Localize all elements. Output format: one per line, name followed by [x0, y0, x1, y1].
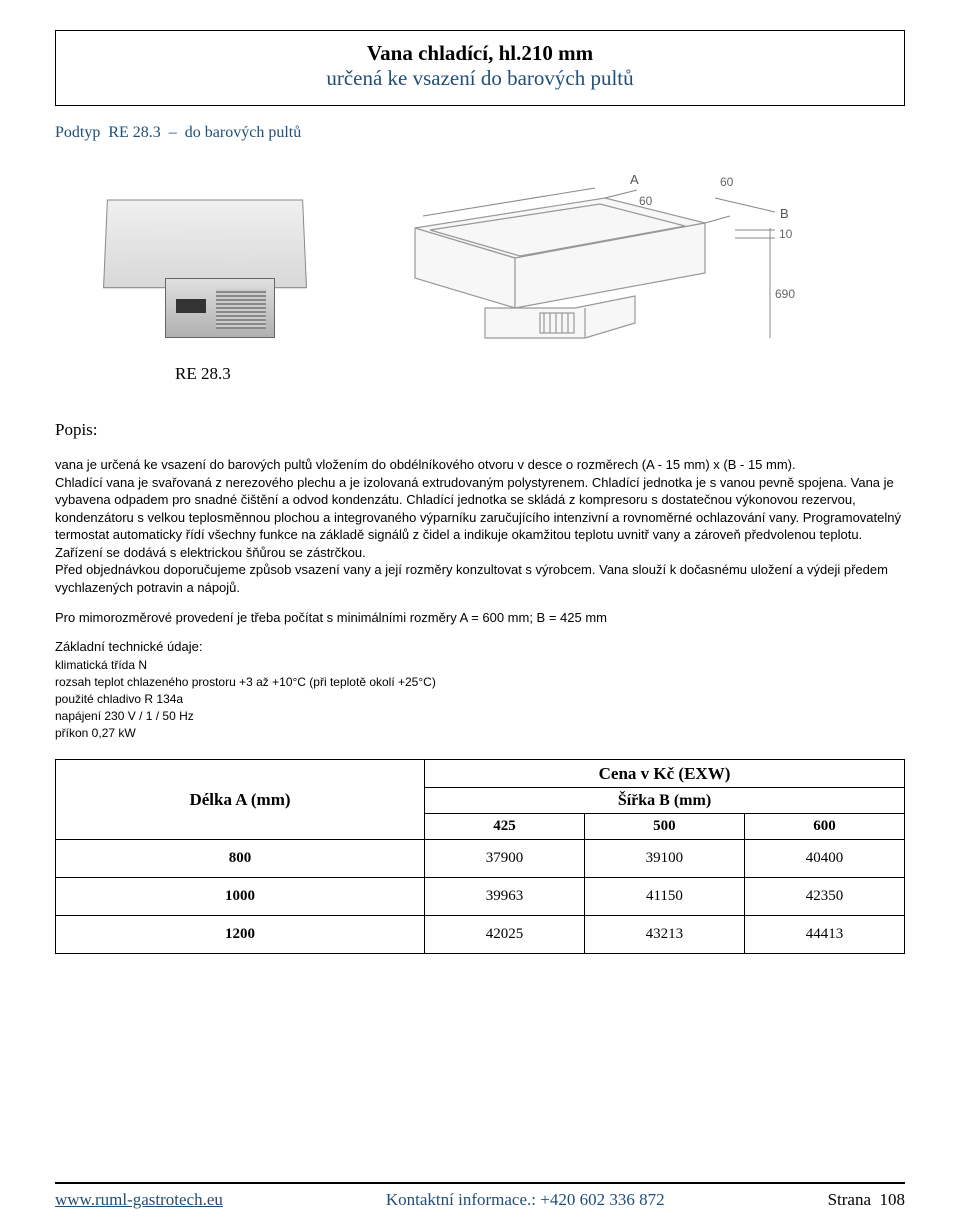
- tech-item: napájení 230 V / 1 / 50 Hz: [55, 708, 905, 725]
- row-length: 800: [56, 840, 425, 878]
- tech-item: rozsah teplot chlazeného prostoru +3 až …: [55, 674, 905, 691]
- dim-10: 10: [779, 227, 793, 241]
- description-text: vana je určená ke vsazení do barových pu…: [55, 456, 905, 596]
- row-price: 42350: [744, 878, 904, 916]
- subtype-prefix: Podtyp: [55, 124, 100, 141]
- dim-label-b: B: [780, 206, 789, 221]
- dim-label-a: A: [630, 172, 639, 187]
- tech-list: klimatická třída N rozsah teplot chlazen…: [55, 657, 905, 741]
- footer-page: Strana 108: [828, 1190, 905, 1210]
- row-length: 1200: [56, 916, 425, 954]
- th-width: Šířka B (mm): [425, 788, 905, 814]
- th-price: Cena v Kč (EXW): [425, 760, 905, 788]
- footer-page-num: 108: [880, 1190, 906, 1209]
- note-line: Pro mimorozměrové provedení je třeba poč…: [55, 610, 905, 625]
- row-price: 42025: [425, 916, 585, 954]
- product-photo: [95, 188, 315, 348]
- tech-header: Základní technické údaje:: [55, 639, 905, 654]
- product-drawing: A 60 60 B 10 690: [375, 168, 795, 348]
- price-table: Délka A (mm) Cena v Kč (EXW) Šířka B (mm…: [55, 759, 905, 954]
- th-col-1: 500: [584, 814, 744, 840]
- tech-item: příkon 0,27 kW: [55, 725, 905, 742]
- subtype-line: Podtyp RE 28.3 – do barových pultů: [55, 124, 905, 142]
- tech-item: klimatická třída N: [55, 657, 905, 674]
- model-label: RE 28.3: [175, 364, 905, 384]
- row-price: 43213: [584, 916, 744, 954]
- title-line1: Vana chladící, hl.210 mm: [56, 41, 904, 66]
- dim-690: 690: [775, 287, 795, 301]
- row-price: 39963: [425, 878, 585, 916]
- footer: www.ruml-gastrotech.eu Kontaktní informa…: [55, 1182, 905, 1210]
- footer-url[interactable]: www.ruml-gastrotech.eu: [55, 1190, 223, 1210]
- description-body: vana je určená ke vsazení do barových pu…: [55, 457, 901, 595]
- tech-item: použité chladivo R 134a: [55, 691, 905, 708]
- row-price: 44413: [744, 916, 904, 954]
- row-price: 40400: [744, 840, 904, 878]
- section-popis-label: Popis:: [55, 420, 905, 440]
- footer-contact: Kontaktní informace.: +420 602 336 872: [386, 1190, 665, 1210]
- images-row: A 60 60 B 10 690: [55, 168, 905, 348]
- th-col-0: 425: [425, 814, 585, 840]
- subtype-code: RE 28.3: [108, 124, 160, 141]
- row-price: 37900: [425, 840, 585, 878]
- row-price: 41150: [584, 878, 744, 916]
- row-length: 1000: [56, 878, 425, 916]
- row-price: 39100: [584, 840, 744, 878]
- dim-60a: 60: [639, 194, 653, 208]
- dim-60b: 60: [720, 175, 734, 189]
- th-length: Délka A (mm): [56, 760, 425, 840]
- th-col-2: 600: [744, 814, 904, 840]
- title-line2: určená ke vsazení do barových pultů: [56, 66, 904, 91]
- subtype-text: do barových pultů: [185, 124, 301, 141]
- title-box: Vana chladící, hl.210 mm určená ke vsaze…: [55, 30, 905, 106]
- footer-page-label: Strana: [828, 1190, 871, 1209]
- subtype-sep: –: [169, 124, 177, 141]
